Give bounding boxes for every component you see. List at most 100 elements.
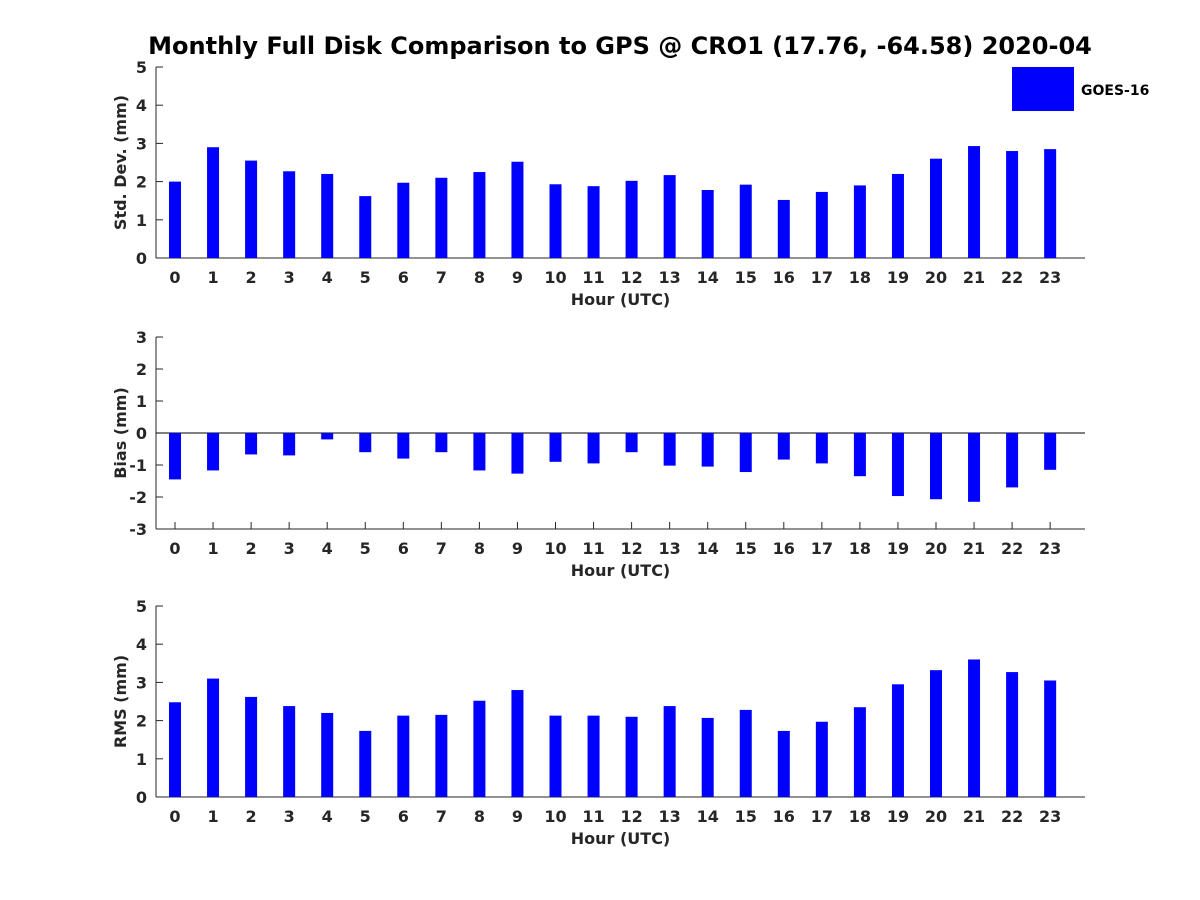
- bias-x-tick-label: 0: [169, 539, 180, 558]
- rms-bar: [321, 712, 334, 797]
- bias-bar: [321, 433, 334, 440]
- std-dev-bar: [663, 175, 676, 258]
- rms-x-tick-label: 9: [512, 807, 523, 826]
- rms-x-tick-label: 2: [246, 807, 257, 826]
- rms-x-tick-label: 13: [659, 807, 681, 826]
- rms-x-tick-label: 3: [284, 807, 295, 826]
- figure-title: Monthly Full Disk Comparison to GPS @ CR…: [148, 32, 1092, 60]
- bias-bar: [739, 433, 752, 473]
- std-dev-bar: [435, 177, 448, 258]
- bias-x-tick-label: 15: [735, 539, 757, 558]
- rms-x-tick-label: 4: [322, 807, 333, 826]
- std-dev-x-tick-label: 7: [436, 268, 447, 287]
- bias-bar: [625, 433, 638, 453]
- rms-x-tick-label: 11: [582, 807, 604, 826]
- bias-bar: [891, 433, 904, 497]
- std-dev-bar: [359, 196, 372, 258]
- std-dev-x-tick-label: 23: [1039, 268, 1061, 287]
- rms-bar: [397, 715, 410, 797]
- bias-x-tick-label: 14: [697, 539, 719, 558]
- bias-bar: [815, 433, 828, 464]
- rms-y-tick-label: 0: [136, 788, 147, 807]
- rms-x-tick-label: 17: [811, 807, 833, 826]
- std-dev-y-axis-label: Std. Dev. (mm): [111, 95, 130, 230]
- rms-x-tick-label: 22: [1001, 807, 1023, 826]
- bias-x-tick-label: 6: [398, 539, 409, 558]
- bias-x-tick-label: 16: [773, 539, 795, 558]
- rms-x-tick-label: 7: [436, 807, 447, 826]
- legend-label: GOES-16: [1081, 83, 1149, 99]
- rms-bar: [359, 730, 372, 797]
- std-dev-bar: [397, 182, 410, 258]
- std-dev-x-tick-label: 15: [735, 268, 757, 287]
- rms-x-tick-label: 0: [169, 807, 180, 826]
- rms-y-tick-label: 4: [136, 635, 147, 654]
- bias-bar: [435, 433, 448, 453]
- std-dev-bar: [815, 191, 828, 258]
- rms-bar: [245, 696, 258, 797]
- std-dev-bar: [891, 173, 904, 258]
- rms-y-tick-label: 5: [136, 597, 147, 616]
- rms-x-tick-label: 10: [544, 807, 566, 826]
- bias-x-tick-label: 4: [322, 539, 333, 558]
- std-dev-bar: [777, 199, 790, 258]
- bias-y-axis-label: Bias (mm): [111, 387, 130, 479]
- rms-bar: [968, 659, 981, 797]
- rms-x-tick-label: 21: [963, 807, 985, 826]
- bias-bar: [245, 433, 258, 455]
- rms-bar: [663, 706, 676, 797]
- rms-x-tick-label: 8: [474, 807, 485, 826]
- std-dev-y-tick-label: 0: [136, 249, 147, 268]
- bias-bar: [207, 433, 220, 471]
- bias-y-tick-label: 2: [136, 360, 147, 379]
- rms-bar: [625, 716, 638, 797]
- bias-y-tick-label: -1: [129, 456, 147, 475]
- bias-x-axis-label: Hour (UTC): [571, 561, 671, 580]
- std-dev-bar: [283, 171, 296, 258]
- std-dev-x-tick-label: 20: [925, 268, 947, 287]
- std-dev-bar: [473, 172, 486, 258]
- bias-y-tick-label: 1: [136, 392, 147, 411]
- rms-x-tick-label: 5: [360, 807, 371, 826]
- bias-x-tick-label: 13: [659, 539, 681, 558]
- bias-bar: [1006, 433, 1019, 488]
- std-dev-x-tick-label: 18: [849, 268, 871, 287]
- std-dev-x-tick-label: 2: [246, 268, 257, 287]
- bias-x-tick-label: 20: [925, 539, 947, 558]
- rms-bar: [1044, 680, 1057, 797]
- rms-x-tick-label: 19: [887, 807, 909, 826]
- rms-x-tick-label: 18: [849, 807, 871, 826]
- std-dev-x-axis-label: Hour (UTC): [571, 290, 671, 309]
- rms-bar: [549, 715, 562, 797]
- bias-bar: [663, 433, 676, 466]
- std-dev-x-tick-label: 0: [169, 268, 180, 287]
- rms-bar: [891, 684, 904, 797]
- std-dev-bar: [549, 184, 562, 258]
- rms-x-tick-label: 20: [925, 807, 947, 826]
- bias-x-tick-label: 10: [544, 539, 566, 558]
- std-dev-x-tick-label: 14: [697, 268, 719, 287]
- rms-bar: [853, 707, 866, 797]
- rms-x-tick-label: 14: [697, 807, 719, 826]
- rms-x-tick-label: 6: [398, 807, 409, 826]
- rms-x-tick-label: 16: [773, 807, 795, 826]
- rms-x-tick-label: 23: [1039, 807, 1061, 826]
- std-dev-x-tick-label: 9: [512, 268, 523, 287]
- bias-x-tick-label: 21: [963, 539, 985, 558]
- bias-x-tick-label: 2: [246, 539, 257, 558]
- std-dev-x-tick-label: 19: [887, 268, 909, 287]
- bias-x-tick-label: 9: [512, 539, 523, 558]
- rms-x-tick-label: 12: [620, 807, 642, 826]
- bias-bar: [1044, 433, 1057, 470]
- std-dev-x-tick-label: 5: [360, 268, 371, 287]
- std-dev-bar: [1044, 149, 1057, 258]
- std-dev-bar: [625, 180, 638, 258]
- bias-bar: [701, 433, 714, 467]
- rms-bar: [587, 715, 600, 797]
- std-dev-y-tick-label: 2: [136, 173, 147, 192]
